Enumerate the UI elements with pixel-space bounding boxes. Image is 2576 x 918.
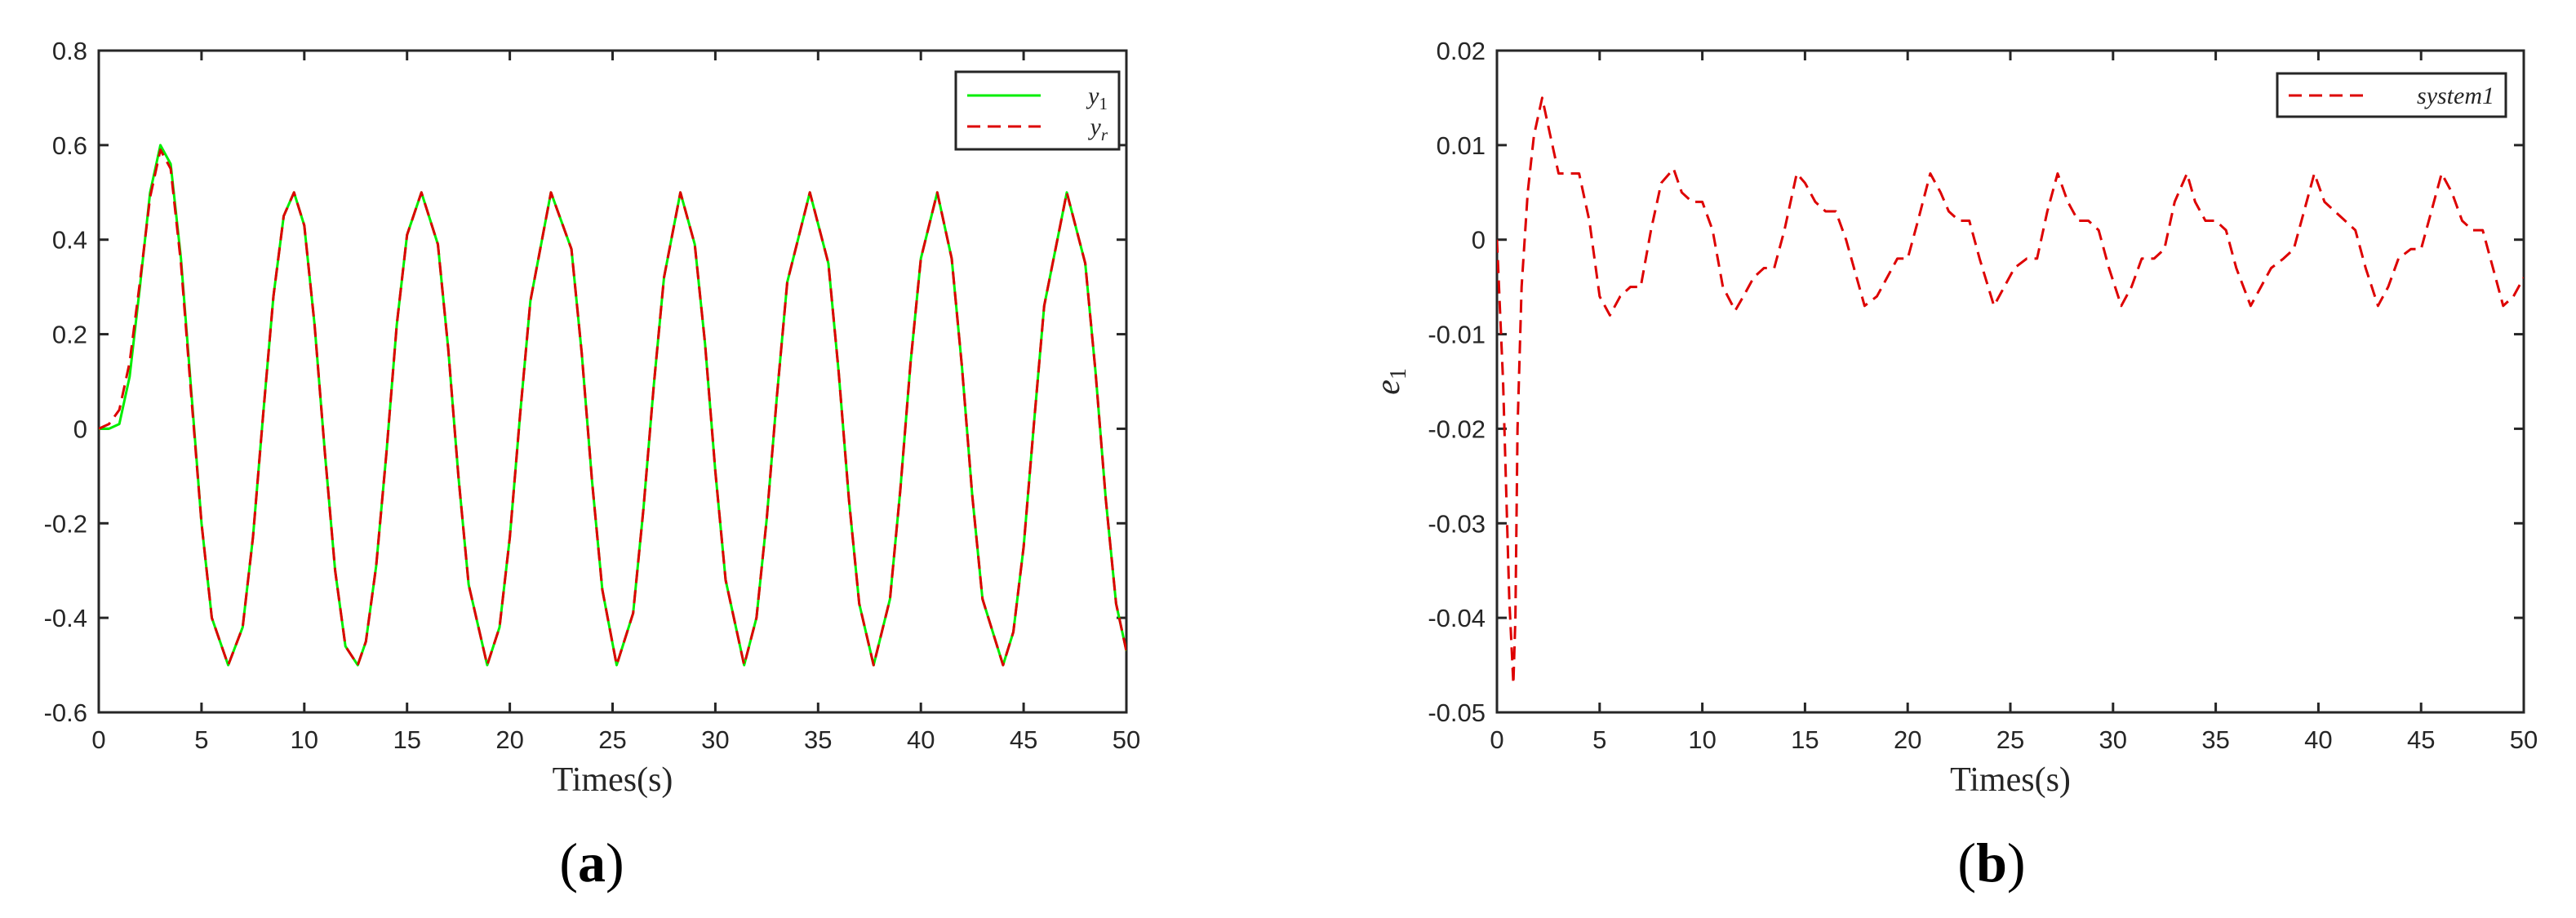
legend-label-base: y [1086,82,1099,109]
x-tick-label: 25 [598,725,626,754]
series-line-system1 [1497,96,2524,685]
y-tick-label: -0.05 [1428,698,1486,727]
legend-label-yr: yr [1087,113,1108,144]
y-tick-label: -0.03 [1428,509,1486,538]
chart-a: 0 5 10 15 20 25 30 35 40 45 50 -0.6 -0.4 -0.2 0 0.2 0.4 0… [44,37,1141,799]
x-tick-label: 40 [907,725,935,754]
y-tick-label: -0.02 [1428,415,1486,443]
chart-b: 0 5 10 15 20 25 30 35 40 45 50-0.05-0.04-0.03-0.02… [1370,37,2538,799]
y-tick-label: 0.8 [52,37,87,65]
x-tick-label: 10 [1688,725,1716,754]
x-tick-label: 15 [1791,725,1819,754]
y-tick-label: -0.04 [1428,604,1486,632]
legend-label-sub: r [1101,125,1108,144]
x-tick-label: 5 [1592,725,1606,754]
x-tick-label: 45 [1010,725,1037,754]
x-tick-label: 50 [2510,725,2538,754]
y-axis-label: e1 [1370,368,1411,395]
x-tick-label: 35 [804,725,832,754]
y-tick-label: 0.02 [1437,37,1486,65]
x-tick-label: 40 [2304,725,2332,754]
x-tick-label: 0 [91,725,105,754]
x-tick-label: 10 [291,725,318,754]
y-tick-label: 0 [1472,226,1486,255]
y-tick-label: 0 [73,415,87,443]
x-tick-label: 5 [194,725,208,754]
y-tick-label: -0.6 [44,698,87,727]
y-tick-label: 0.4 [52,226,87,255]
legend-box [2276,72,2507,118]
y-tick-label: -0.2 [44,509,87,538]
x-tick-label: 20 [495,725,523,754]
x-tick-label: 25 [1996,725,2024,754]
legend-label-system1: system1 [2417,82,2494,109]
x-tick-label: 35 [2201,725,2229,754]
series-line-yr [99,149,1126,667]
legend-label-sub: 1 [1099,94,1108,113]
y-tick-label: -0.01 [1428,321,1486,349]
y-axis-label-base: e [1370,379,1407,395]
y-tick-label: -0.4 [44,604,87,632]
legend-box [954,70,1121,151]
x-tick-label: 20 [1894,725,1921,754]
axes-box [1495,49,2525,714]
y-tick-label: 0.01 [1437,131,1486,160]
y-tick-label: 0.2 [52,321,87,349]
x-axis-label: Times(s) [1950,761,2071,799]
x-tick-label: 30 [2099,725,2127,754]
panel-label-b: (b) [1957,832,2025,894]
x-tick-label: 15 [393,725,420,754]
axes-box [97,49,1128,714]
y-axis-label-sub: 1 [1386,368,1411,379]
panel-label-a: (a) [559,832,624,894]
x-axis-label: Times(s) [553,761,673,799]
legend-label-base: y [1087,113,1101,140]
x-tick-label: 30 [701,725,729,754]
legend-label-y1: y1 [1086,82,1108,113]
x-tick-label: 50 [1113,725,1140,754]
y-tick-label: 0.6 [52,131,87,160]
x-tick-label: 0 [1490,725,1503,754]
x-tick-label: 45 [2407,725,2435,754]
